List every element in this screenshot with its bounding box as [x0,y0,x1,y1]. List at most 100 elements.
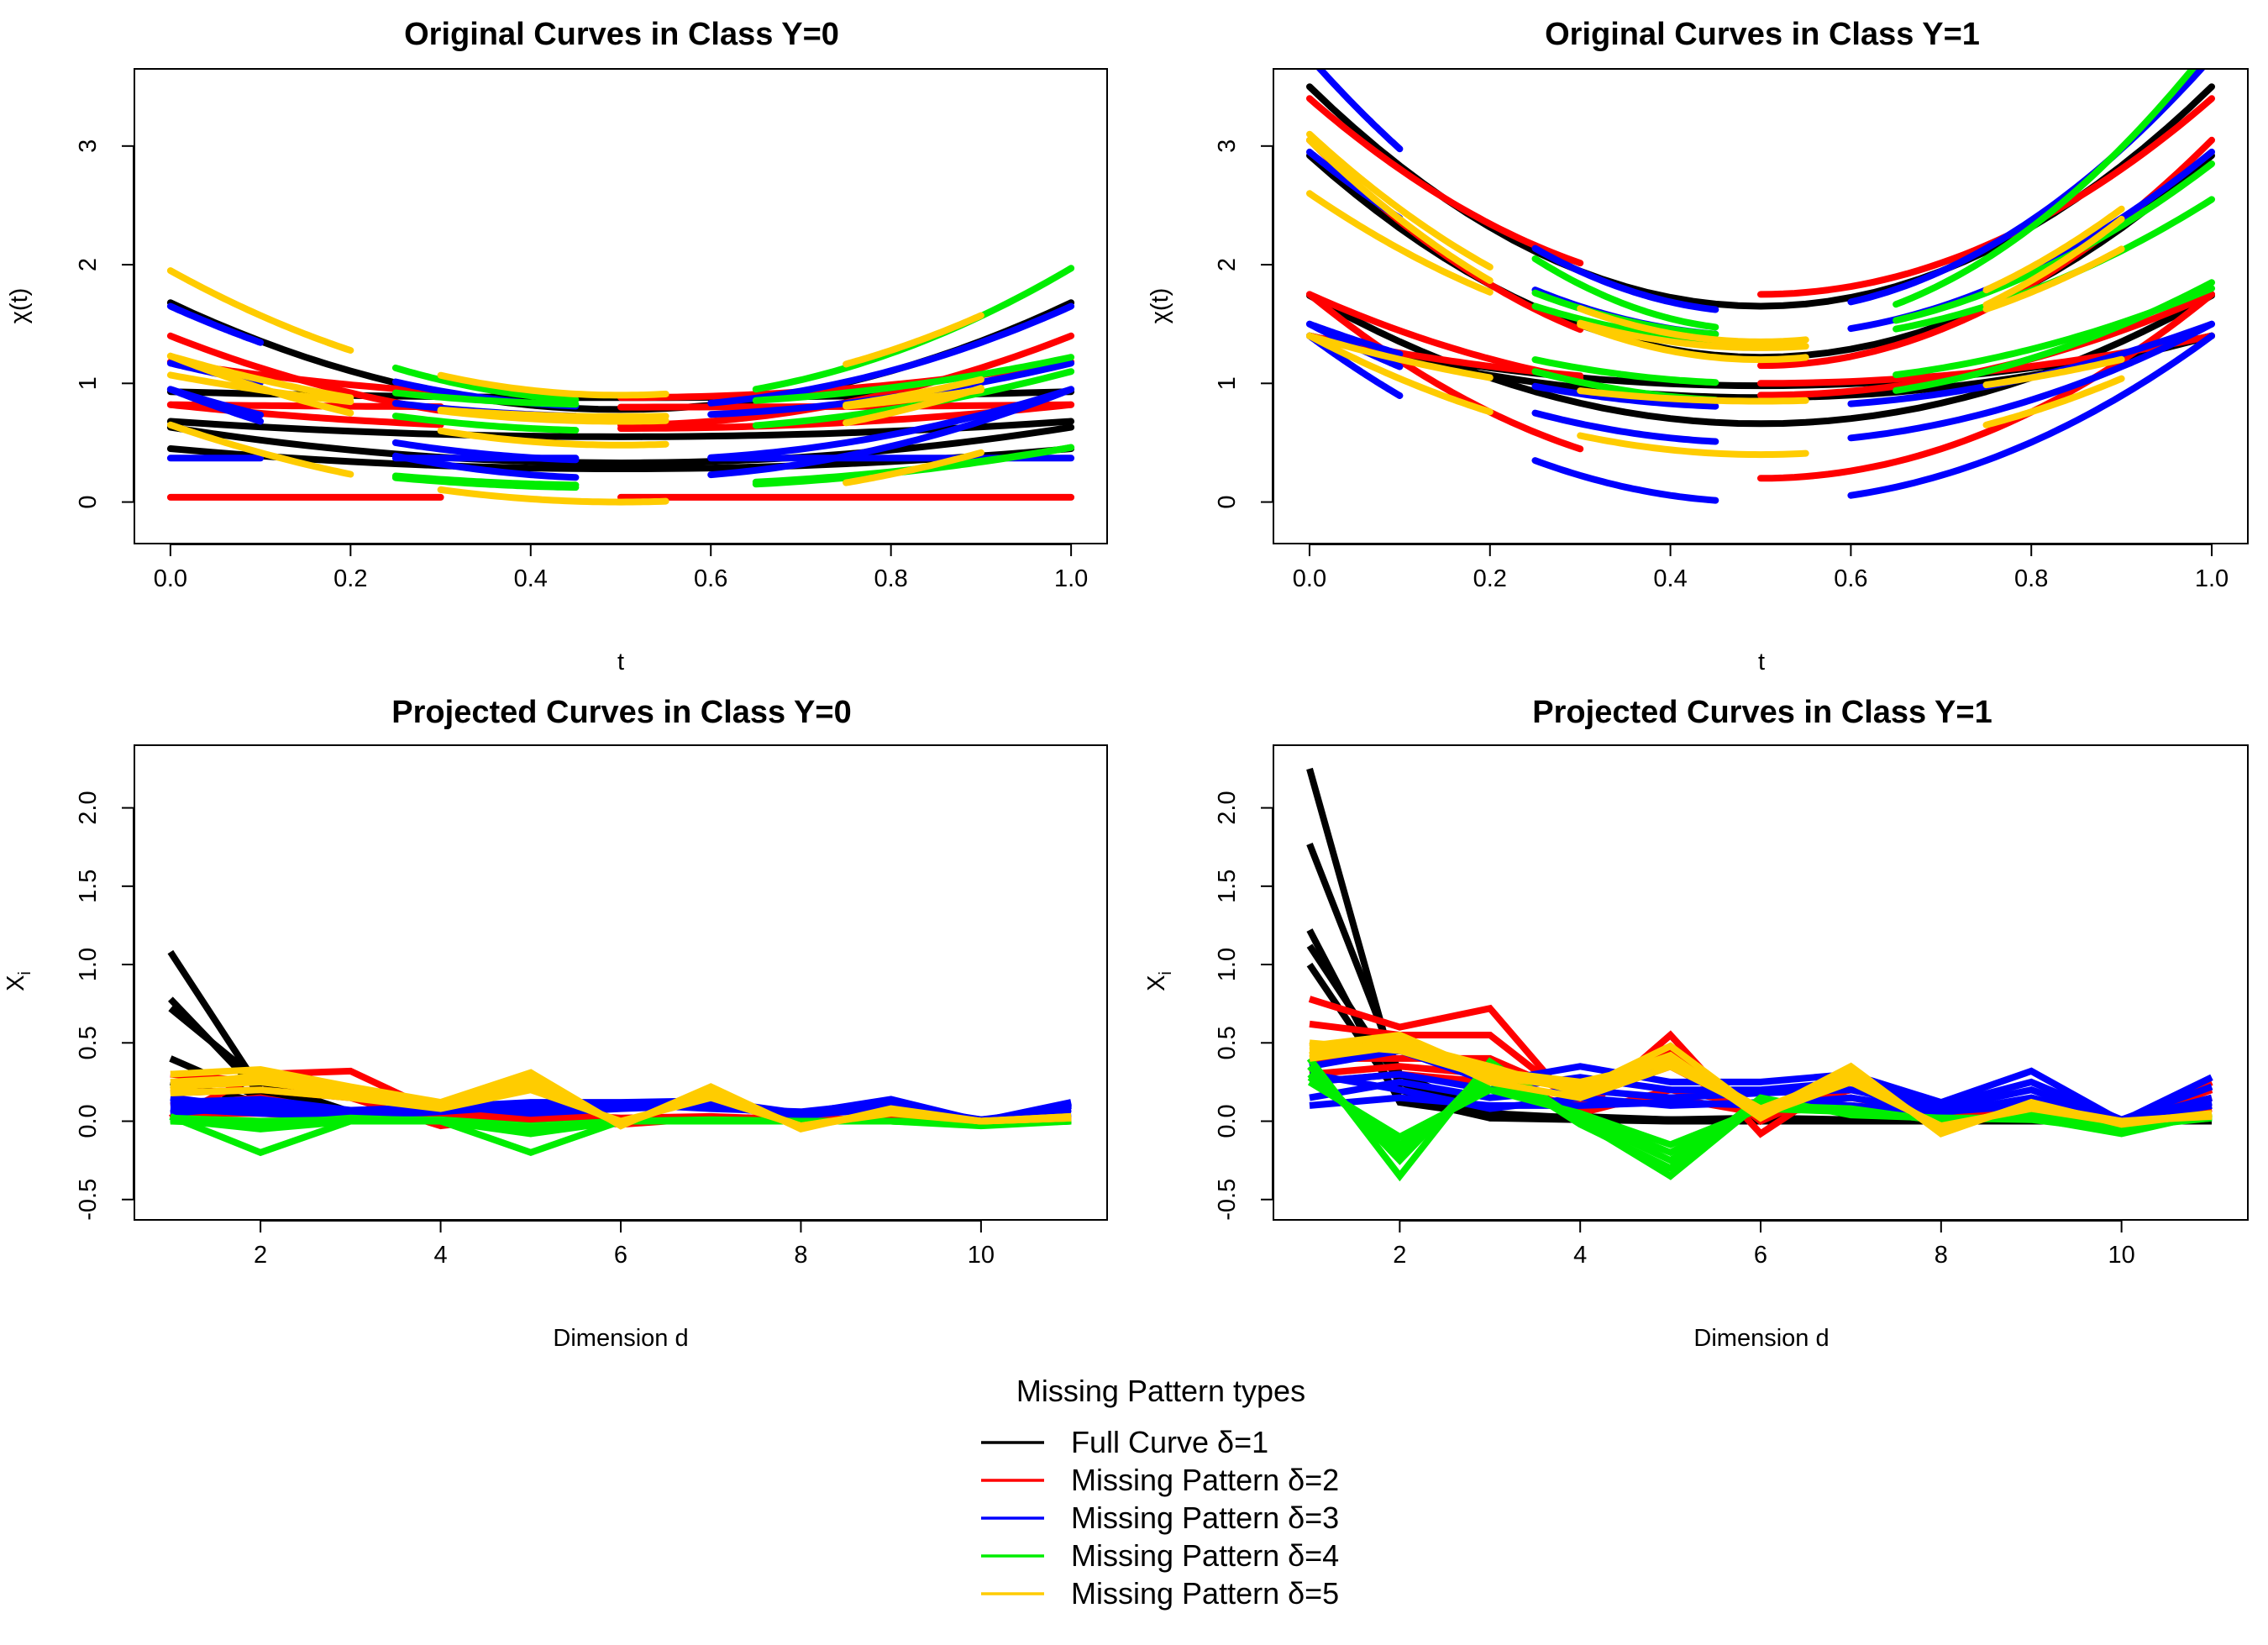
plot-lines [166,265,1075,506]
x-axis-label: Dimension d [553,1325,688,1352]
y-axis-label: Xi [3,971,34,991]
legend-title: Missing Pattern types [1016,1374,1305,1408]
x-tick-label: 6 [614,1242,627,1269]
x-tick-label: 0.8 [2014,565,2048,592]
curve-pattern-3-segment [707,386,1075,461]
curve-pattern-3-segment [1531,409,1719,445]
legend-entry-full-curve: Full Curve δ=1 [981,1425,1268,1459]
panel-original-y1: Original Curves in Class Y=1 0.0 0.2 0.4 0.… [1147,17,2249,675]
y-tick-label: 0 [75,495,102,508]
y-tick-label: 0.5 [75,1026,102,1059]
curve-pattern-3-segment [391,452,580,481]
legend-entry-pattern-2: Missing Pattern δ=2 [981,1463,1339,1497]
legend-entry-pattern-5: Missing Pattern δ=5 [981,1576,1339,1611]
panel-title: Original Curves in Class Y=1 [1545,17,1980,52]
curve-pattern-5-segment [1982,205,2125,294]
curve-pattern-5-segment [166,421,354,478]
x-tick-label: 0.6 [1834,565,1867,592]
y-tick-label: 3 [75,139,102,153]
x-axis-label: Dimension d [1693,1325,1829,1352]
curve-pattern-5-segment [1306,332,1494,381]
legend-label: Missing Pattern δ=3 [1071,1500,1339,1535]
x-tick-label: 0.0 [154,565,187,592]
legend-entry-pattern-3: Missing Pattern δ=3 [981,1500,1339,1535]
x-tick-label: 2 [254,1242,267,1269]
plot-lines [1306,767,2213,1182]
curve-pattern-5-segment [1982,375,2125,428]
x-axis-label: t [1758,649,1765,675]
axes: 0.0 0.2 0.4 0.6 0.8 1.0 0 1 2 3 [1214,139,2229,592]
curve-pattern-3-segment [1315,69,1404,153]
x-tick-label: 8 [794,1242,807,1269]
curve-pattern-5-segment [1982,215,2125,308]
x-tick-label: 8 [1935,1242,1948,1269]
x-tick-label: 10 [968,1242,995,1269]
curve-pattern-3-segment [1306,320,1404,358]
legend-label: Missing Pattern δ=4 [1071,1538,1339,1573]
curve-pattern-3-segment [166,302,265,346]
y-tick-label: 0 [1214,495,1241,508]
legend: Missing Pattern types Full Curve δ=1 Mis… [981,1374,1339,1611]
curve-pattern-3-segment [1847,320,2215,442]
x-tick-label: 1.0 [2195,565,2229,592]
curve-pattern-5-segment [1306,130,1494,271]
curve-pattern-5-segment [843,312,984,368]
panel-title: Projected Curves in Class Y=1 [1532,695,1992,730]
x-tick-label: 2 [1393,1242,1406,1269]
curve-pattern-4-segment [391,472,580,489]
curve-pattern-5-segment [1982,245,2125,313]
x-tick-label: 0.8 [874,565,908,592]
axes: 2 4 6 8 10 -0.5 0.0 0.5 1.0 1.5 2.0 [1214,791,2135,1269]
y-tick-label: 1 [75,376,102,390]
curve-pattern-4-segment [1531,255,1719,331]
axes: 2 4 6 8 10 -0.5 0.0 0.5 1.0 1.5 2.0 [75,791,995,1269]
y-tick-label: 1 [1214,376,1241,390]
x-axis-label: t [617,649,624,675]
series-line-pattern-3 [1309,1078,2213,1125]
x-tick-label: 0.2 [1473,565,1507,592]
series-line-pattern-3 [170,1096,1072,1125]
curve-pattern-5-segment [1577,321,1809,364]
x-tick-label: 1.0 [1054,565,1088,592]
plot-frame [134,68,1108,544]
y-tick-label: 2 [1214,258,1241,271]
y-tick-label: 1.0 [75,948,102,981]
plot-lines [1306,69,2215,504]
y-axis-label-subscript: i [1157,971,1175,975]
x-tick-label: 4 [1573,1242,1587,1269]
curve-pattern-5-segment [1577,305,1809,345]
curve-pattern-4-segment [1893,285,2215,379]
curve-pattern-2-segment [1306,291,1584,453]
series-line-pattern-5 [1309,1042,2213,1130]
curve-pattern-3-segment [1847,332,2215,499]
y-tick-label: 1.5 [75,870,102,903]
curve-pattern-5-segment [1306,136,1494,284]
x-tick-label: 6 [1754,1242,1767,1269]
panel-original-y0: Original Curves in Class Y=0 0.0 0.2 0.4 0.… [6,17,1108,675]
curve-pattern-5-segment [166,371,354,406]
y-tick-label: 3 [1214,139,1241,153]
curve-pattern-4-segment [1893,69,2197,308]
series-line-pattern-5 [170,1074,1072,1130]
curve-pattern-5-segment [1577,387,1809,405]
legend-label: Full Curve δ=1 [1071,1425,1268,1459]
y-axis-label-main: X [1143,975,1170,991]
curve-pattern-5-segment [843,449,984,486]
x-tick-label: 0.6 [694,565,727,592]
y-tick-label: 2 [75,258,102,271]
curve-pattern-3-segment [707,386,1075,479]
curve-pattern-5-segment [1306,332,1494,416]
curve-pattern-1-segment [1306,292,2215,428]
curve-pattern-3-segment [1531,382,1719,410]
curve-pattern-5-segment [1577,432,1809,459]
axes: 0.0 0.2 0.4 0.6 0.8 1.0 0 1 2 3 [75,139,1088,592]
x-tick-label: 0.4 [1653,565,1687,592]
y-tick-label: 1.0 [1214,948,1241,981]
curve-pattern-5-segment [1306,190,1494,296]
curve-pattern-5-segment [1577,319,1809,351]
y-tick-label: 2.0 [1214,791,1241,824]
y-tick-label: 0.0 [1214,1104,1241,1138]
curve-pattern-4-segment [1531,356,1719,386]
curve-pattern-3-segment [707,302,1075,407]
y-axis-label-main: X [3,975,29,991]
